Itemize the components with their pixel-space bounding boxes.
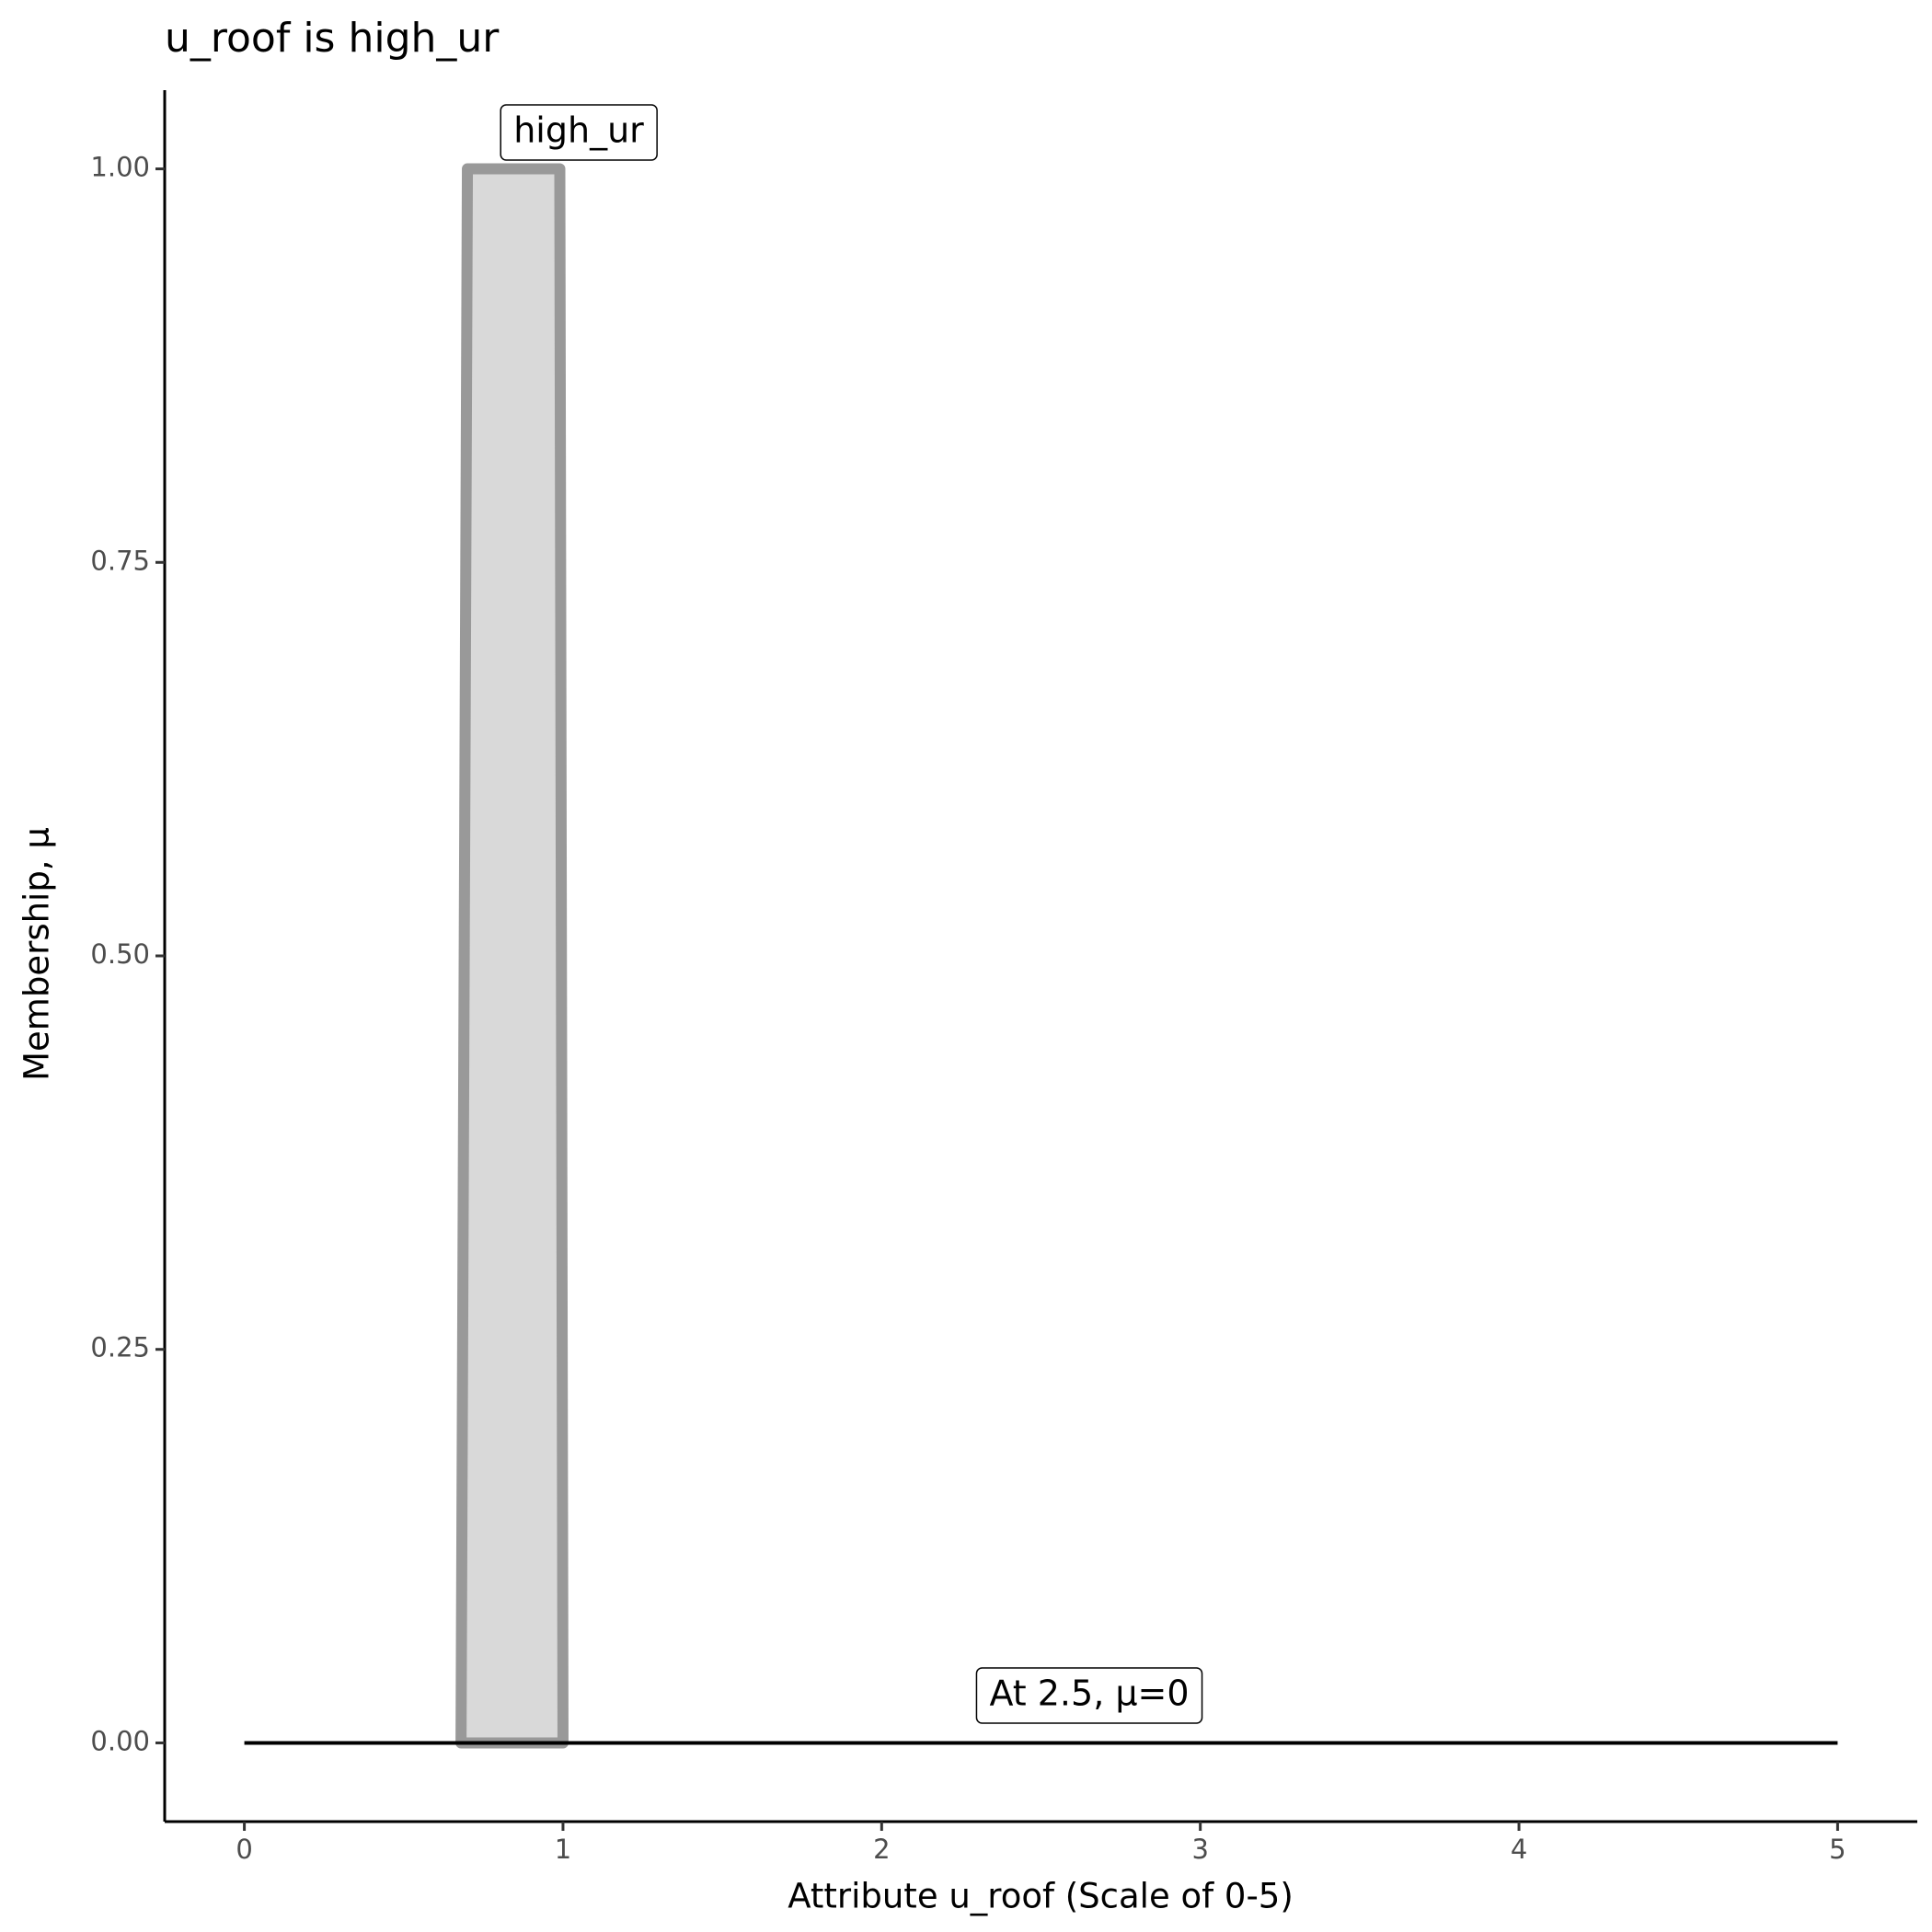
x-tick-label: 0 — [236, 1834, 252, 1865]
y-tick-label: 1.00 — [90, 152, 150, 183]
y-tick-label: 0.00 — [90, 1725, 150, 1756]
chart-title: u_roof is high_ur — [165, 15, 500, 62]
annotation-box — [975, 1667, 1203, 1724]
x-tick-label: 2 — [873, 1834, 890, 1865]
x-tick-label: 5 — [1829, 1834, 1846, 1865]
x-tick-label: 1 — [555, 1834, 571, 1865]
y-axis-title: Membership, μ — [17, 827, 57, 1081]
y-tick-label: 0.75 — [90, 545, 150, 576]
x-tick-label: 3 — [1191, 1834, 1208, 1865]
annotation-box — [500, 104, 658, 161]
annotation: At 2.5, μ=0 — [989, 1673, 1189, 1714]
x-axis-title: Attribute u_roof (Scale of 0-5) — [788, 1877, 1294, 1916]
x-tick-label: 4 — [1511, 1834, 1527, 1865]
annotation: high_ur — [513, 110, 644, 151]
y-tick-label: 0.50 — [90, 938, 150, 970]
y-tick-label: 0.25 — [90, 1332, 150, 1363]
membership-area — [455, 163, 569, 1749]
